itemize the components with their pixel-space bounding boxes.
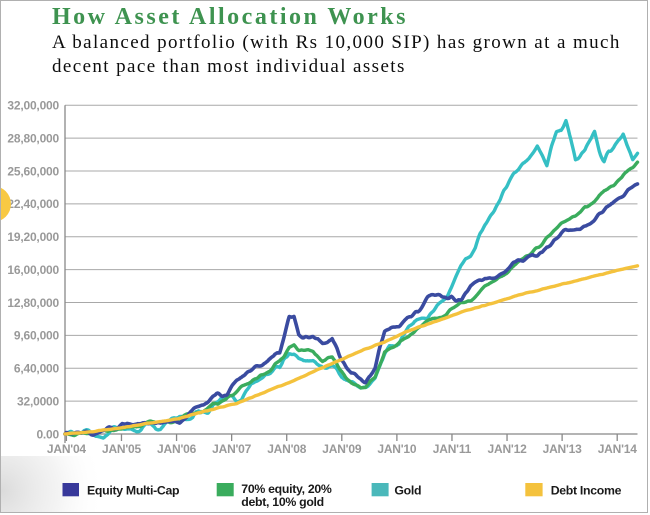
- svg-text:16,00,000: 16,00,000: [7, 263, 59, 277]
- svg-text:Equity Multi-Cap: Equity Multi-Cap: [87, 484, 179, 498]
- svg-text:JAN'13: JAN'13: [543, 442, 583, 456]
- svg-text:32,00,000: 32,00,000: [7, 99, 59, 113]
- svg-text:32,0000: 32,0000: [17, 394, 60, 408]
- svg-text:JAN'07: JAN'07: [212, 442, 252, 456]
- svg-text:9,60,000: 9,60,000: [14, 329, 60, 343]
- svg-text:0.00: 0.00: [36, 427, 59, 441]
- svg-text:28,80,000: 28,80,000: [7, 131, 59, 145]
- svg-text:Debt Income: Debt Income: [551, 484, 622, 498]
- svg-text:JAN'11: JAN'11: [433, 442, 472, 456]
- svg-text:JAN'08: JAN'08: [267, 442, 307, 456]
- svg-text:22,40,000: 22,40,000: [7, 197, 59, 211]
- svg-text:Gold: Gold: [394, 484, 421, 498]
- svg-text:6,40,000: 6,40,000: [14, 362, 60, 376]
- svg-text:25,60,000: 25,60,000: [7, 164, 59, 178]
- svg-text:debt, 10% gold: debt, 10% gold: [241, 495, 324, 509]
- svg-text:JAN'10: JAN'10: [377, 442, 417, 456]
- svg-text:12,80,000: 12,80,000: [7, 296, 59, 310]
- svg-text:JAN'04: JAN'04: [47, 442, 87, 456]
- svg-text:JAN'05: JAN'05: [102, 442, 142, 456]
- svg-text:70% equity, 20%: 70% equity, 20%: [241, 482, 332, 496]
- svg-text:JAN'12: JAN'12: [488, 442, 528, 456]
- svg-text:JAN'06: JAN'06: [157, 442, 197, 456]
- svg-text:19,20,000: 19,20,000: [7, 230, 59, 244]
- svg-text:JAN'14: JAN'14: [598, 442, 638, 456]
- svg-text:JAN'09: JAN'09: [322, 442, 362, 456]
